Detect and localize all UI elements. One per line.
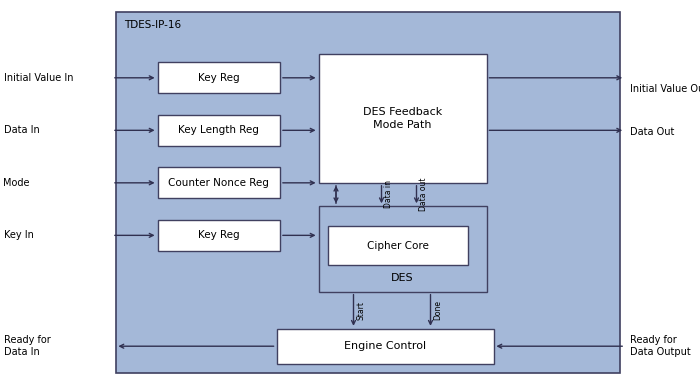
Bar xyxy=(276,329,494,364)
Text: Key Reg: Key Reg xyxy=(198,73,239,83)
Text: Data in: Data in xyxy=(384,180,393,209)
Bar xyxy=(158,220,280,251)
Text: Data Out: Data Out xyxy=(630,127,674,137)
Text: DES: DES xyxy=(391,273,414,283)
Bar xyxy=(318,206,486,292)
Text: Start: Start xyxy=(356,301,365,320)
Bar xyxy=(158,115,280,146)
Text: Cipher Core: Cipher Core xyxy=(367,241,428,251)
Text: Key Reg: Key Reg xyxy=(198,230,239,240)
Text: Counter Nonce Reg: Counter Nonce Reg xyxy=(168,178,270,188)
Text: Initial Value In: Initial Value In xyxy=(4,73,73,83)
Text: Data out: Data out xyxy=(419,178,428,211)
Text: Initial Value Out: Initial Value Out xyxy=(630,84,700,95)
Bar xyxy=(328,226,468,265)
Text: Mode: Mode xyxy=(4,178,30,188)
Text: DES Feedback
Mode Path: DES Feedback Mode Path xyxy=(363,107,442,130)
Text: Ready for
Data In: Ready for Data In xyxy=(4,335,50,357)
Text: Ready for
Data Output: Ready for Data Output xyxy=(630,335,691,357)
Bar xyxy=(318,54,486,183)
Bar xyxy=(158,62,280,93)
Bar xyxy=(116,12,620,373)
Text: Done: Done xyxy=(433,300,442,320)
Text: TDES-IP-16: TDES-IP-16 xyxy=(124,20,181,30)
Text: Engine Control: Engine Control xyxy=(344,341,426,351)
Text: Key In: Key In xyxy=(4,230,34,240)
Text: Data In: Data In xyxy=(4,125,39,135)
Bar xyxy=(158,167,280,198)
Text: Key Length Reg: Key Length Reg xyxy=(178,125,259,135)
